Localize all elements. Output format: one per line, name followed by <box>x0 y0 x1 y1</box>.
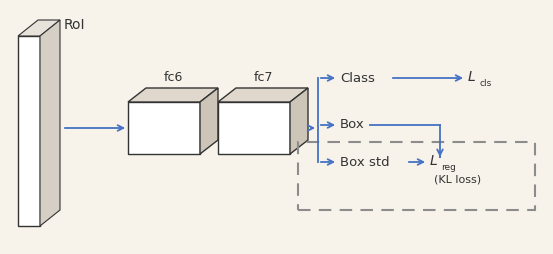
Polygon shape <box>218 88 308 102</box>
Polygon shape <box>40 20 60 226</box>
Text: RoI: RoI <box>64 18 86 32</box>
Text: Class: Class <box>340 71 375 85</box>
Text: (KL loss): (KL loss) <box>434 175 481 185</box>
FancyBboxPatch shape <box>18 36 40 226</box>
Polygon shape <box>200 88 218 154</box>
Text: Box: Box <box>340 119 365 132</box>
Text: Box std: Box std <box>340 155 390 168</box>
Text: fc7: fc7 <box>253 71 273 84</box>
Polygon shape <box>18 20 60 36</box>
Text: fc6: fc6 <box>163 71 182 84</box>
Text: L: L <box>468 70 476 84</box>
Polygon shape <box>290 88 308 154</box>
Polygon shape <box>128 88 218 102</box>
Text: reg: reg <box>441 163 456 171</box>
Text: cls: cls <box>479 78 491 87</box>
FancyBboxPatch shape <box>128 102 200 154</box>
Text: L: L <box>430 154 438 168</box>
FancyBboxPatch shape <box>218 102 290 154</box>
